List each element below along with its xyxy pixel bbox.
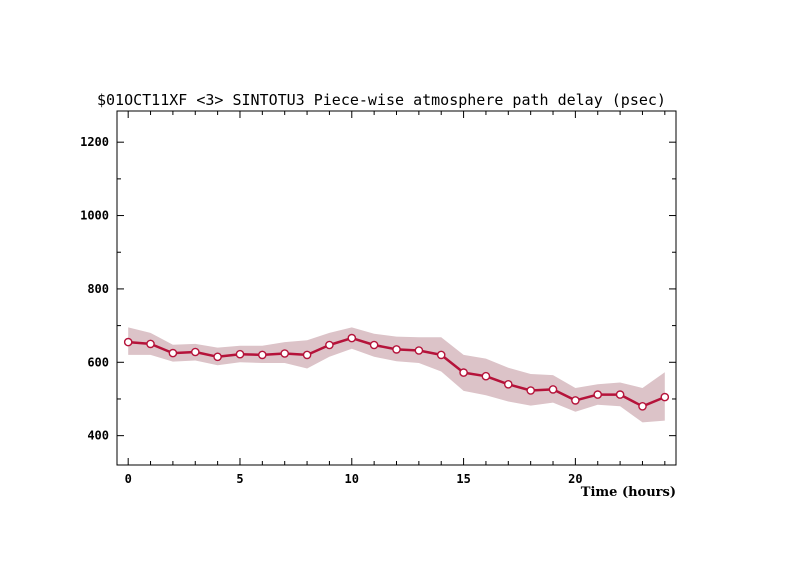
data-point	[302, 350, 312, 360]
chart-title: $01OCT11XF <3> SINTOTU3 Piece-wise atmos…	[97, 91, 666, 109]
data-point	[369, 340, 379, 350]
y-tick-label: 1000	[80, 209, 109, 223]
confidence-band	[128, 327, 665, 423]
data-point	[235, 349, 245, 359]
data-point	[481, 371, 491, 381]
data-point	[571, 396, 580, 405]
x-axis-label: Time (hours)	[581, 485, 676, 500]
plot-frame	[116, 110, 677, 466]
data-point	[548, 385, 558, 394]
data-point	[190, 347, 200, 357]
x-axis-ticks: 0 5 10 15 20	[125, 111, 666, 486]
data-point	[392, 345, 401, 354]
y-tick-label: 400	[87, 429, 109, 443]
data-point	[123, 337, 133, 347]
data-point	[526, 386, 536, 395]
x-tick-label: 5	[236, 472, 243, 486]
confidence-band-layer	[128, 327, 665, 423]
data-point	[459, 368, 468, 377]
data-point	[638, 401, 647, 411]
data-point	[280, 349, 290, 358]
data-point	[593, 390, 603, 399]
y-tick-label: 600	[87, 355, 109, 369]
data-point	[414, 346, 424, 355]
x-tick-label: 15	[456, 472, 470, 486]
data-point	[436, 350, 446, 360]
data-point	[660, 392, 670, 402]
data-point	[347, 333, 357, 343]
data-point	[257, 350, 267, 360]
data-point	[213, 352, 222, 362]
data-point	[615, 390, 625, 399]
data-point	[146, 339, 155, 349]
data-point	[168, 348, 178, 358]
x-tick-label: 10	[345, 472, 359, 486]
y-tick-label: 1200	[80, 135, 109, 149]
x-tick-label: 0	[125, 472, 132, 486]
y-tick-label: 800	[87, 282, 109, 296]
x-tick-label: 20	[568, 472, 582, 486]
y-axis-ticks: 400 600 800 1000 1200	[80, 135, 676, 443]
data-points-layer	[123, 333, 670, 411]
data-point	[325, 340, 334, 350]
data-point	[503, 379, 513, 389]
